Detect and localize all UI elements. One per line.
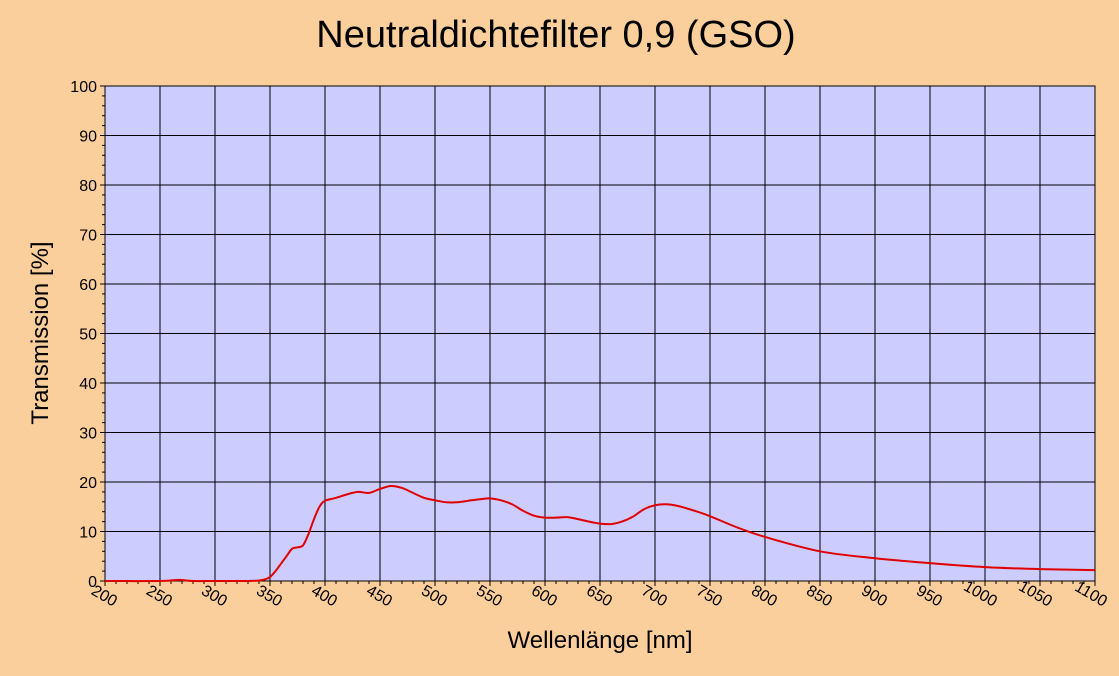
chart-title: Neutraldichtefilter 0,9 (GSO) [316, 14, 795, 56]
x-tick-labels: 200 250 300 350 400 450 500 550 600 650 700 750 800 8… [88, 578, 1110, 611]
y-tick-label: 50 [79, 327, 97, 344]
series-group [104, 484, 1096, 583]
x-tick-label: 250 [143, 582, 175, 610]
y-tick-label: 40 [79, 376, 97, 393]
y-tick-label: 80 [79, 178, 97, 195]
y-tick-label: 70 [79, 228, 97, 245]
x-tick-label: 750 [693, 582, 725, 610]
x-axis-label: Wellenlänge [nm] [508, 627, 693, 654]
x-tick-label: 650 [583, 582, 615, 610]
x-tick-label: 850 [803, 582, 835, 610]
y-tick-label: 60 [79, 277, 97, 294]
x-tick-label: 450 [363, 582, 395, 610]
grid-lines [100, 85, 1096, 586]
y-axis-label: Transmission [%] [27, 241, 54, 424]
y-tick-label: 10 [79, 525, 97, 542]
y-tick-label: 20 [79, 475, 97, 492]
y-tick-labels: 0 10 20 30 40 50 60 70 80 90 100 [70, 79, 97, 591]
y-tick-label: 90 [79, 129, 97, 146]
x-tick-label: 800 [748, 582, 780, 610]
x-tick-label: 350 [253, 582, 285, 610]
x-tick-label: 400 [308, 582, 340, 610]
y-tick-label: 100 [70, 79, 97, 96]
x-tick-label: 1000 [961, 578, 1000, 611]
y-tick-label: 0 [88, 574, 97, 591]
x-tick-label: 300 [198, 582, 230, 610]
x-tick-label: 1100 [1072, 579, 1110, 611]
x-tick-label: 550 [473, 582, 505, 610]
x-tick-label: 700 [638, 582, 670, 610]
x-tick-label: 1050 [1016, 578, 1055, 611]
transmission-series-line [104, 484, 1096, 583]
x-tick-label: 900 [858, 582, 890, 610]
x-tick-label: 500 [418, 582, 450, 610]
x-tick-label: 950 [913, 582, 945, 610]
plot-border [104, 85, 1096, 582]
y-tick-label: 30 [79, 426, 97, 443]
x-tick-label: 600 [528, 582, 560, 610]
